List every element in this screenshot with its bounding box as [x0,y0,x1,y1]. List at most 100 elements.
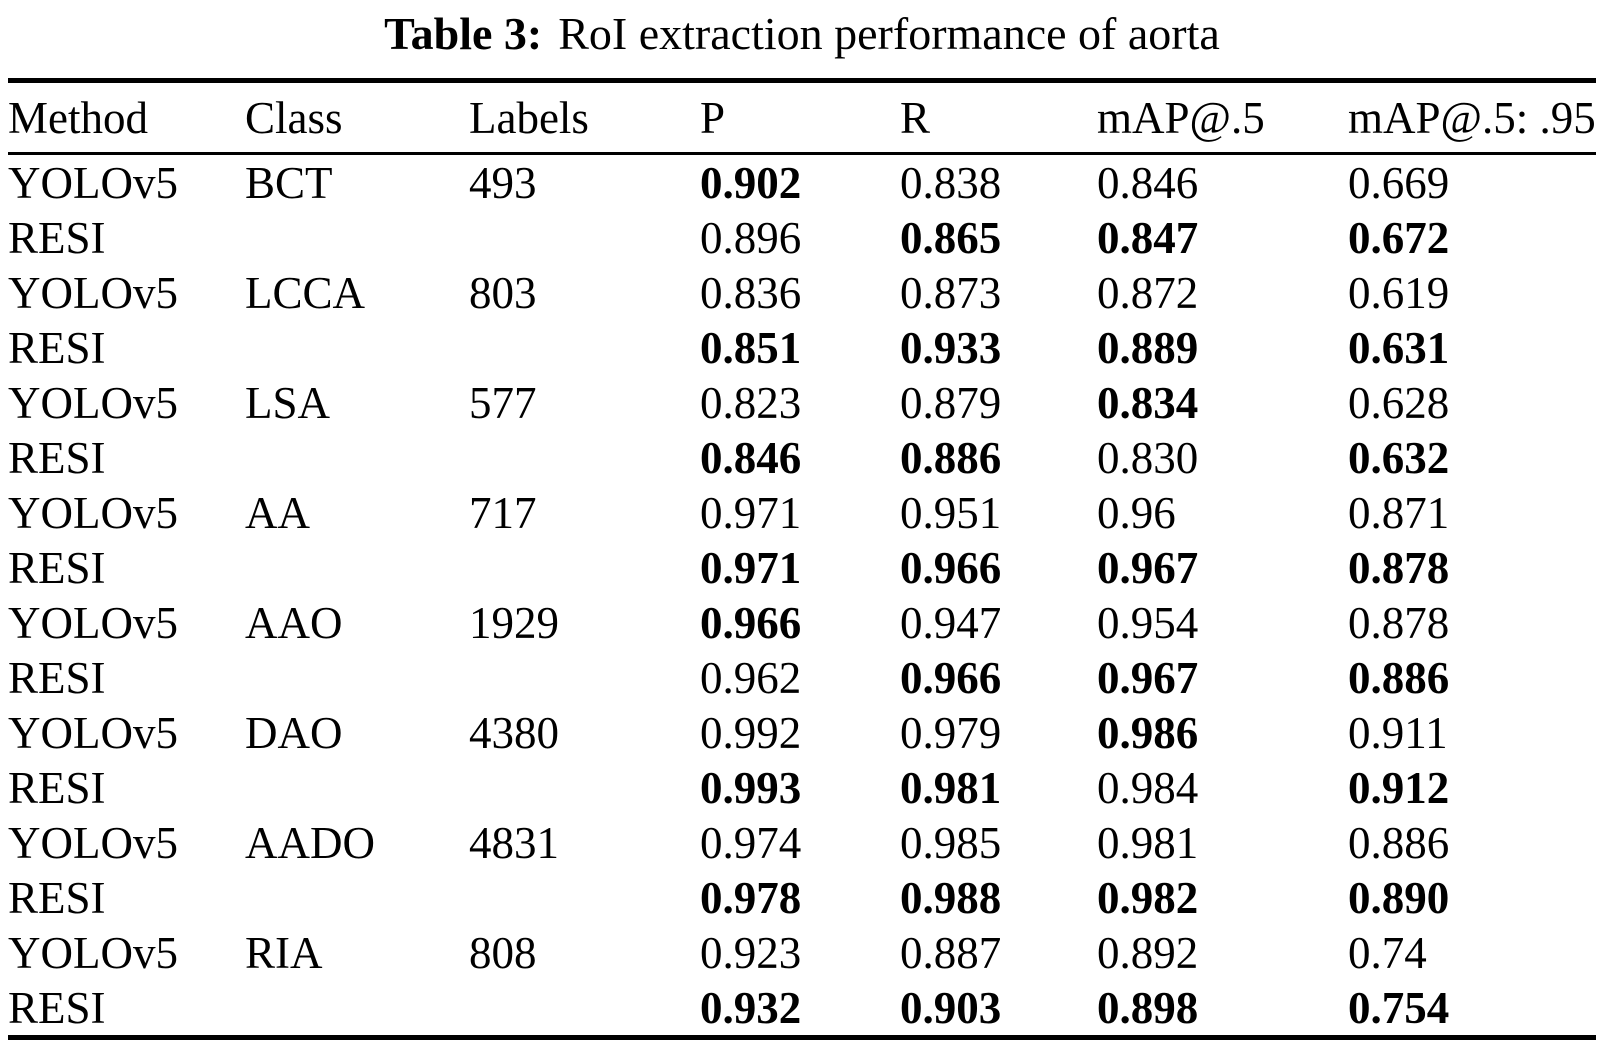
cell-labels [469,540,700,595]
cell-p: 0.974 [700,817,802,868]
cell-class: AA [245,487,310,538]
cell-map50: 0.981 [1097,817,1199,868]
cell-p: 0.992 [700,707,802,758]
cell-map50: 0.967 [1097,652,1199,703]
cell-p: 0.966 [700,597,802,648]
cell-map50: 0.967 [1097,542,1199,593]
cell-map50: 0.834 [1097,377,1199,428]
cell-r: 0.966 [900,542,1002,593]
cell-class [245,650,469,705]
table-row: YOLOv5 LSA 577 0.823 0.879 0.834 0.628 [8,375,1596,430]
cell-p: 0.851 [700,322,802,373]
cell-r: 0.979 [900,707,1002,758]
cell-class: LSA [245,377,331,428]
cell-labels [469,980,700,1038]
cell-map50: 0.898 [1097,982,1199,1033]
cell-map50: 0.954 [1097,597,1199,648]
cell-map50-95: 0.886 [1348,817,1450,868]
table-row: RESI 0.851 0.933 0.889 0.631 [8,320,1596,375]
cell-labels [469,210,700,265]
cell-p: 0.962 [700,652,802,703]
cell-labels [469,870,700,925]
table-row: YOLOv5 AADO 4831 0.974 0.985 0.981 0.886 [8,815,1596,870]
cell-r: 0.947 [900,597,1002,648]
table-row: RESI 0.896 0.865 0.847 0.672 [8,210,1596,265]
table-row: RESI 0.932 0.903 0.898 0.754 [8,980,1596,1038]
cell-labels [469,650,700,705]
cell-map50-95: 0.628 [1348,377,1450,428]
table-row: YOLOv5 AA 717 0.971 0.951 0.96 0.871 [8,485,1596,540]
col-header-labels: Labels [469,92,589,143]
cell-method: YOLOv5 [8,817,178,868]
cell-labels [469,320,700,375]
table-caption: Table 3: RoI extraction performance of ao… [0,0,1604,62]
cell-r: 0.873 [900,267,1002,318]
table-row: YOLOv5 LCCA 803 0.836 0.873 0.872 0.619 [8,265,1596,320]
cell-map50: 0.847 [1097,212,1199,263]
results-table: Method Class Labels P R mAP@.5 mAP@.5: .… [8,78,1596,1040]
cell-class [245,540,469,595]
table-row: YOLOv5 DAO 4380 0.992 0.979 0.986 0.911 [8,705,1596,760]
cell-method: RESI [8,432,106,483]
cell-class [245,760,469,815]
cell-map50-95: 0.878 [1348,597,1450,648]
table-row: RESI 0.978 0.988 0.982 0.890 [8,870,1596,925]
cell-map50-95: 0.74 [1348,927,1427,978]
cell-labels: 1929 [469,597,559,648]
cell-map50-95: 0.631 [1348,322,1450,373]
cell-labels [469,760,700,815]
cell-method: RESI [8,212,106,263]
cell-method: YOLOv5 [8,597,178,648]
cell-map50: 0.846 [1097,157,1199,208]
cell-map50-95: 0.871 [1348,487,1450,538]
cell-p: 0.923 [700,927,802,978]
caption-text: RoI extraction performance of aorta [558,8,1220,59]
cell-class [245,870,469,925]
cell-method: YOLOv5 [8,267,178,318]
cell-labels: 717 [469,487,537,538]
cell-class: LCCA [245,267,366,318]
cell-map50: 0.892 [1097,927,1199,978]
cell-map50-95: 0.672 [1348,212,1450,263]
cell-map50: 0.984 [1097,762,1199,813]
cell-p: 0.836 [700,267,802,318]
cell-method: YOLOv5 [8,927,178,978]
cell-class: AADO [245,817,375,868]
cell-r: 0.865 [900,212,1002,263]
cell-labels: 4380 [469,707,559,758]
cell-p: 0.993 [700,762,802,813]
cell-map50-95: 0.754 [1348,982,1450,1033]
cell-map50-95: 0.878 [1348,542,1450,593]
cell-p: 0.896 [700,212,802,263]
cell-map50-95: 0.886 [1348,652,1450,703]
cell-method: YOLOv5 [8,377,178,428]
cell-class: BCT [245,157,333,208]
cell-p: 0.823 [700,377,802,428]
cell-r: 0.903 [900,982,1002,1033]
cell-method: RESI [8,762,106,813]
cell-method: RESI [8,652,106,703]
cell-labels: 493 [469,157,537,208]
cell-r: 0.886 [900,432,1002,483]
cell-r: 0.981 [900,762,1002,813]
col-header-class: Class [245,92,343,143]
table-row: RESI 0.962 0.966 0.967 0.886 [8,650,1596,705]
header-row: Method Class Labels P R mAP@.5 mAP@.5: .… [8,81,1596,154]
cell-map50: 0.96 [1097,487,1176,538]
caption-label: Table 3: [384,8,543,59]
cell-r: 0.933 [900,322,1002,373]
cell-map50: 0.982 [1097,872,1199,923]
col-header-method: Method [8,92,148,143]
cell-map50-95: 0.669 [1348,157,1450,208]
cell-method: RESI [8,982,106,1033]
cell-labels: 803 [469,267,537,318]
cell-method: YOLOv5 [8,157,178,208]
cell-map50: 0.986 [1097,707,1199,758]
cell-map50-95: 0.912 [1348,762,1450,813]
col-header-p: P [700,92,726,143]
cell-p: 0.971 [700,487,802,538]
col-header-map50: mAP@.5 [1097,92,1265,143]
table-row: RESI 0.993 0.981 0.984 0.912 [8,760,1596,815]
cell-r: 0.985 [900,817,1002,868]
